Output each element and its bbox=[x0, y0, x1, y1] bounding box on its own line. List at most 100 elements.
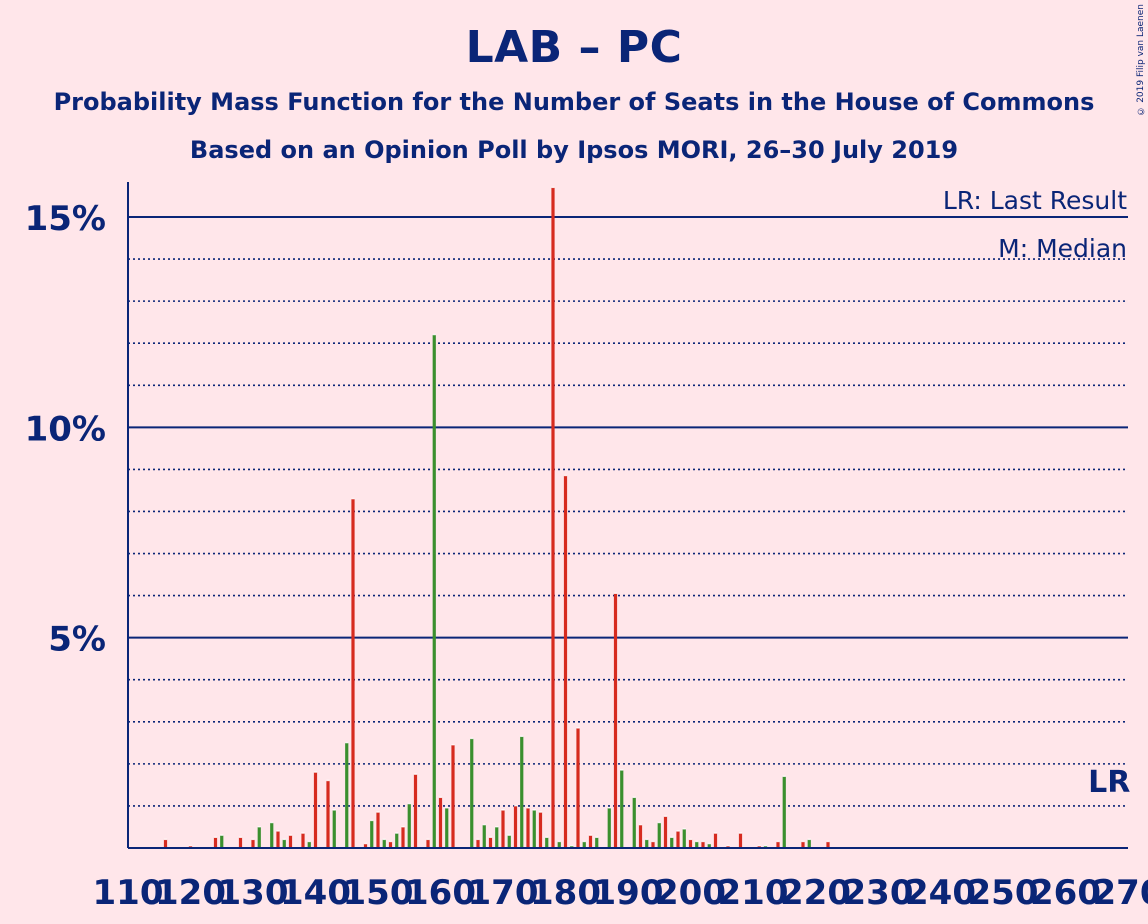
bar-192 bbox=[638, 824, 643, 848]
bar-203 bbox=[707, 843, 711, 848]
bar-cap-189 bbox=[620, 769, 624, 771]
bar-cap-194 bbox=[651, 840, 655, 843]
bar-cap-161 bbox=[445, 807, 449, 809]
bar-139 bbox=[307, 841, 311, 848]
bar-208 bbox=[738, 833, 743, 848]
bar-153 bbox=[395, 833, 399, 848]
bar-cap-183 bbox=[582, 840, 586, 843]
bar-131 bbox=[257, 826, 261, 848]
bar-cap-180 bbox=[563, 474, 568, 477]
bar-156 bbox=[413, 774, 418, 848]
bar-cap-170 bbox=[501, 809, 505, 811]
bar-196 bbox=[663, 816, 668, 848]
bar-cap-138 bbox=[301, 832, 305, 834]
bar-154 bbox=[401, 826, 405, 848]
bar-cap-218 bbox=[801, 840, 805, 843]
last-result-marker: LR bbox=[1088, 765, 1130, 800]
bar-193 bbox=[645, 839, 649, 848]
x-tick-label: 140 bbox=[280, 873, 351, 913]
bar-185 bbox=[595, 837, 599, 848]
x-tick-label: 260 bbox=[1030, 873, 1101, 913]
bar-cap-135 bbox=[282, 838, 286, 841]
bar-cap-178 bbox=[551, 186, 555, 189]
bar-191 bbox=[632, 797, 636, 848]
bar-165 bbox=[470, 738, 474, 848]
bar-cap-159 bbox=[432, 333, 436, 336]
bar-143 bbox=[332, 810, 336, 848]
bar-212 bbox=[763, 845, 768, 848]
bar-cap-150 bbox=[376, 811, 380, 813]
chart-subtitle-source: Based on an Opinion Poll by Ipsos MORI, … bbox=[189, 136, 959, 164]
bar-cap-130 bbox=[251, 838, 255, 841]
bar-cap-219 bbox=[807, 838, 811, 841]
bar-158 bbox=[426, 839, 430, 848]
bar-cap-128 bbox=[238, 836, 243, 838]
bar-cap-134 bbox=[276, 830, 280, 832]
x-tick-label: 250 bbox=[968, 873, 1039, 913]
bar-cap-155 bbox=[407, 802, 411, 805]
bar-cap-197 bbox=[670, 836, 674, 838]
axis-labels: 5% 10% 15% 11012013014015016017018019020021… bbox=[25, 199, 1148, 913]
bar-cap-171 bbox=[507, 834, 511, 836]
bar-173 bbox=[520, 736, 524, 848]
bar-cap-208 bbox=[738, 832, 743, 834]
bar-175 bbox=[532, 810, 536, 848]
bar-200 bbox=[688, 839, 693, 848]
bar-cap-203 bbox=[707, 842, 711, 845]
bar-cap-174 bbox=[526, 807, 530, 809]
bar-142 bbox=[326, 780, 330, 848]
bar-204 bbox=[713, 833, 718, 848]
x-tick-label: 150 bbox=[343, 873, 414, 913]
bar-cap-167 bbox=[482, 823, 486, 826]
bar-cap-149 bbox=[370, 819, 374, 822]
bar-cap-151 bbox=[382, 838, 386, 841]
bar-cap-160 bbox=[438, 796, 443, 799]
bar-214 bbox=[776, 841, 780, 848]
bar-218 bbox=[801, 841, 805, 848]
bar-cap-140 bbox=[313, 771, 318, 773]
bar-cap-145 bbox=[345, 741, 349, 744]
bar-cap-133 bbox=[270, 821, 274, 824]
bar-cap-204 bbox=[713, 832, 718, 834]
x-tick-label: 120 bbox=[155, 873, 226, 913]
bar-cap-201 bbox=[695, 840, 699, 843]
bar-cap-215 bbox=[782, 775, 786, 777]
bar-138 bbox=[301, 833, 305, 848]
bar-155 bbox=[407, 803, 411, 848]
bar-cap-187 bbox=[607, 807, 611, 809]
bar-124 bbox=[213, 837, 218, 848]
bar-cap-120 bbox=[188, 844, 193, 847]
bar-cap-139 bbox=[307, 840, 311, 843]
legend-entry: M: Median bbox=[998, 234, 1127, 263]
bar-cap-142 bbox=[326, 779, 330, 782]
bar-133 bbox=[270, 822, 274, 848]
x-tick-label: 210 bbox=[718, 873, 789, 913]
bar-cap-116 bbox=[163, 838, 168, 841]
bar-179 bbox=[557, 841, 561, 848]
bar-166 bbox=[476, 839, 480, 848]
legend-entry: LR: Last Result bbox=[943, 186, 1127, 215]
bar-cap-199 bbox=[682, 828, 686, 830]
bar-170 bbox=[501, 810, 505, 848]
bar-116 bbox=[163, 839, 168, 848]
bar-182 bbox=[576, 728, 580, 848]
bar-206 bbox=[726, 845, 730, 848]
bar-161 bbox=[445, 808, 449, 848]
y-tick-label: 15% bbox=[25, 199, 106, 239]
bar-cap-136 bbox=[288, 834, 293, 836]
bar-140 bbox=[313, 772, 318, 848]
bar-152 bbox=[388, 841, 393, 848]
bar-172 bbox=[513, 805, 518, 848]
bar-cap-211 bbox=[757, 844, 761, 847]
bar-149 bbox=[370, 820, 374, 848]
axes bbox=[127, 182, 1128, 849]
bar-cap-193 bbox=[645, 838, 649, 841]
bar-120 bbox=[188, 845, 193, 848]
bar-cap-125 bbox=[220, 834, 224, 836]
bar-134 bbox=[276, 831, 280, 848]
bar-199 bbox=[682, 829, 686, 848]
bar-cap-153 bbox=[395, 832, 399, 834]
bar-219 bbox=[807, 839, 811, 848]
x-tick-label: 220 bbox=[780, 873, 851, 913]
bar-cap-169 bbox=[495, 825, 499, 828]
